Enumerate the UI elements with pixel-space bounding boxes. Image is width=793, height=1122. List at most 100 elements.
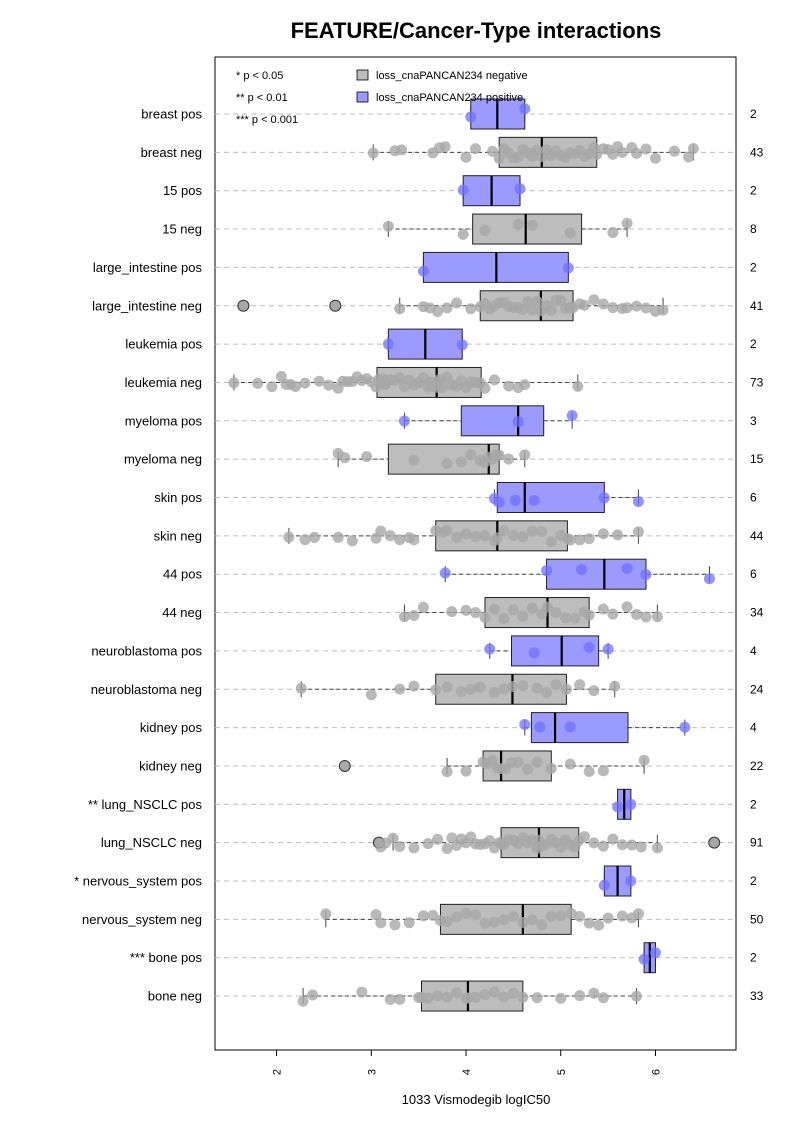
data-point [417,601,429,613]
data-point [583,766,595,778]
data-point [417,910,429,922]
data-point [703,573,715,585]
data-point [323,379,335,391]
data-point [436,382,448,394]
significance-legend: * p < 0.05 ** p < 0.01 *** p < 0.001 [236,70,298,126]
row-label: 44 neg [162,605,202,620]
data-point [370,909,382,921]
data-point [275,370,287,382]
data-point [564,721,576,733]
data-point [545,910,557,922]
data-point [465,449,477,461]
data-point [422,838,434,850]
data-point [465,683,477,695]
data-point [526,914,538,926]
data-point [632,496,644,508]
data-point [683,151,695,163]
data-point [583,917,595,929]
boxes [233,98,721,1012]
data-point [503,453,515,465]
data-point [507,529,519,541]
data-point [550,607,562,619]
x-axis-label: 1033 Vismodegib logIC50 [402,1092,551,1107]
data-point [432,990,444,1002]
data-point [574,911,586,923]
data-point [593,919,605,931]
data-point [332,531,344,543]
data-point [439,141,451,153]
data-point [389,919,401,931]
data-point [356,986,368,998]
legend-swatch-positive [356,91,369,103]
sample-count: 2 [750,107,757,121]
data-point [493,152,505,164]
x-tick-label: 4 [461,1069,473,1075]
data-point [313,375,325,387]
data-point [621,302,633,314]
data-point [394,534,406,546]
data-point [597,840,609,852]
data-point [488,986,500,998]
data-point [564,758,576,770]
data-point [441,302,453,314]
data-point [361,451,373,463]
sample-count: 41 [750,299,764,313]
row-label: breast pos [141,107,202,122]
data-point [456,339,468,351]
row-label: skin pos [154,490,202,505]
sample-count: 2 [750,337,757,351]
data-point [621,217,633,229]
data-point [493,449,505,461]
data-point [398,611,410,623]
data-point [446,606,458,618]
data-point [588,685,600,697]
data-point [488,916,500,928]
sample-count: 43 [750,145,764,159]
outlier-point [329,299,342,312]
data-point [455,686,467,698]
data-point [408,610,420,622]
data-point [574,990,586,1002]
outlier-point [708,836,721,849]
row-label: skin neg [154,528,202,543]
data-point [574,679,586,691]
data-point [488,603,500,615]
data-point [297,995,309,1007]
sample-count: 24 [750,682,764,696]
data-point [519,718,531,730]
row-label: neuroblastoma pos [91,643,202,658]
data-point [517,991,529,1003]
data-point [545,763,557,775]
row-label: myeloma pos [125,413,203,428]
data-point [387,832,399,844]
data-point [451,911,463,923]
data-point [607,833,619,845]
data-point [422,992,434,1004]
row-label: bone neg [148,989,202,1004]
data-point [488,686,500,698]
data-point [583,641,595,653]
sample-count: 2 [750,797,757,811]
data-point [597,992,609,1004]
data-point [506,680,518,692]
data-point [565,907,577,919]
data-point [460,907,472,919]
data-point [635,841,647,853]
data-point [564,227,576,239]
row-label: neuroblastoma neg [91,682,202,697]
legend-swatch-negative [356,69,369,81]
data-point [441,766,453,778]
row-label: large_intestine neg [92,298,202,313]
data-point [526,602,538,614]
data-point [367,147,379,159]
data-point [498,525,510,537]
data-point [460,151,472,163]
data-point [375,917,387,929]
data-point [531,756,543,768]
data-point [517,610,529,622]
data-point [308,531,320,543]
row-label: ** lung_NSCLC pos [88,797,203,812]
data-point [607,227,619,239]
data-point [512,756,524,768]
